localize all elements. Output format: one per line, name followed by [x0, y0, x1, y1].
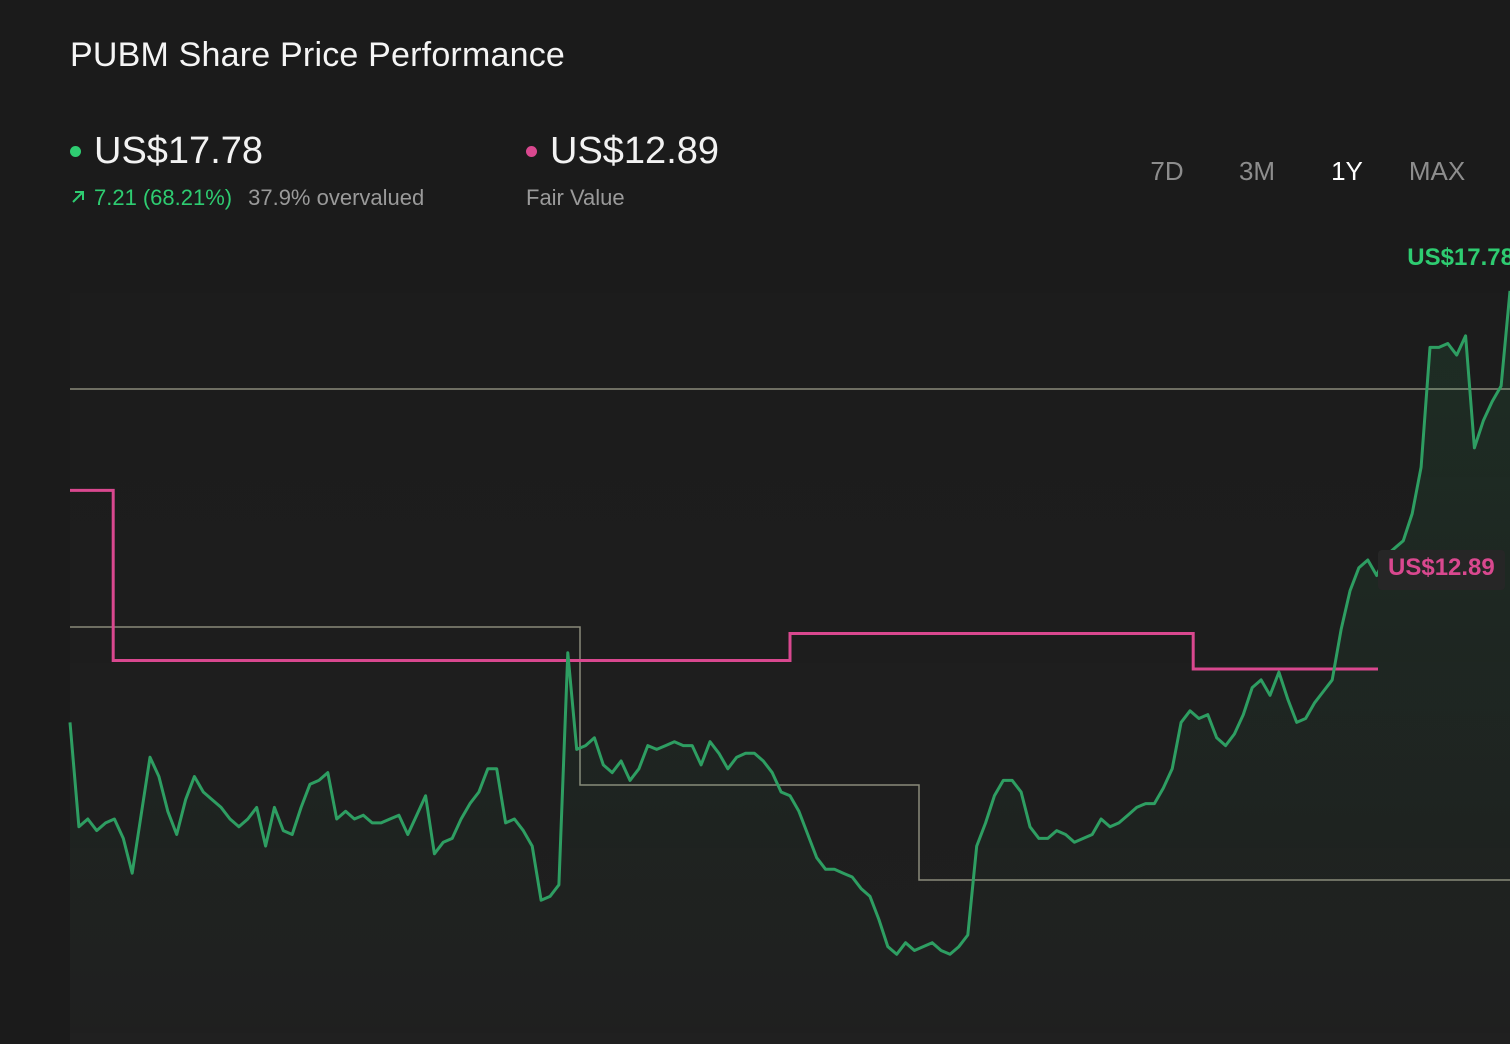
period-selector: 7D 3M 1Y MAX	[1122, 156, 1482, 187]
fair-value-legend-dot	[526, 146, 537, 157]
fair-value-line	[70, 488, 1378, 671]
fair-value-amount: US$12.89	[550, 130, 720, 172]
period-3m[interactable]: 3M	[1238, 156, 1276, 186]
price-line	[68, 290, 1510, 956]
fair-value: US$12.89	[526, 130, 719, 173]
current-price: US$17.78	[70, 130, 424, 173]
price-legend-dot	[70, 146, 81, 157]
period-1y[interactable]: 1Y	[1331, 156, 1363, 186]
price-end-label: US$17.78	[1407, 244, 1510, 271]
current-price-value: US$17.78	[94, 130, 264, 172]
period-7d[interactable]: 7D	[1150, 156, 1184, 186]
fair-value-end-label: US$12.89	[1378, 550, 1505, 590]
price-area	[70, 290, 1510, 1044]
chart-title: PUBM Share Price Performance	[70, 36, 565, 74]
period-max[interactable]: MAX	[1408, 156, 1466, 186]
